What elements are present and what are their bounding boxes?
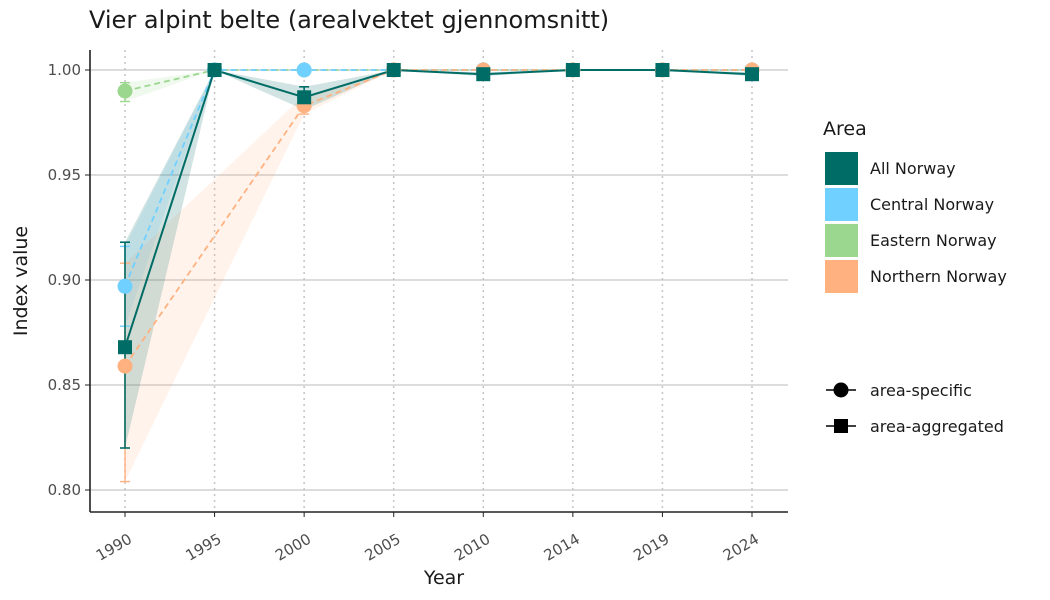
data-points (117, 62, 760, 374)
data-point-square-all-norway (655, 63, 670, 77)
data-point-square-all-norway (118, 340, 132, 355)
x-axis-title: Year (423, 567, 464, 589)
y-tick-label: 0.95 (48, 166, 81, 184)
confidence-bands (125, 70, 752, 482)
y-tick-label: 0.80 (48, 481, 81, 499)
data-point-square-all-norway (386, 63, 401, 77)
legend-label: All Norway (870, 159, 956, 178)
y-tick-label: 1.00 (48, 61, 81, 79)
y-axis-title: Index value (10, 226, 32, 336)
x-tick-label: 1990 (93, 530, 135, 565)
x-tick-label: 1995 (183, 530, 225, 565)
series-line-all-norway (124, 68, 753, 348)
x-tick-label: 2019 (630, 530, 672, 565)
x-tick-label: 2014 (541, 530, 583, 565)
data-point-square-all-norway (297, 90, 312, 105)
data-point-circle-central-norway (117, 278, 133, 294)
shape-legend-circle (833, 382, 849, 398)
axes: 0.80 0.85 0.90 0.95 1.00 1990 1995 2000 2005 2010… (10, 50, 788, 589)
x-tick-label: 2000 (272, 530, 314, 565)
shape-legend-label: area-specific (870, 381, 972, 400)
legend-title: Area (823, 118, 867, 140)
legend-label: Eastern Norway (870, 231, 997, 250)
x-tick-label: 2010 (451, 530, 493, 565)
y-tick-label: 0.90 (48, 271, 81, 289)
legend-label: Central Norway (870, 195, 994, 214)
data-point-circle-eastern-norway (117, 83, 133, 99)
shape-legend-square (834, 419, 848, 433)
data-point-square-all-norway (476, 67, 491, 82)
data-point-square-all-norway (745, 67, 759, 82)
x-tick-label: 2005 (362, 530, 404, 565)
legend-label: Northern Norway (870, 267, 1007, 286)
y-tick-label: 0.85 (48, 376, 81, 394)
legend-swatch (825, 152, 858, 185)
data-point-circle-central-norway (296, 62, 312, 78)
data-point-square-all-norway (207, 63, 222, 77)
data-point-circle-northern-norway (117, 358, 133, 374)
grid (90, 50, 788, 512)
x-tick-label: 2024 (720, 530, 762, 565)
data-point-square-all-norway (565, 63, 580, 77)
confidence-band-northern-norway (125, 70, 752, 482)
legend-swatch (825, 224, 858, 257)
legend-swatch (825, 188, 858, 221)
legend-swatch (825, 260, 858, 293)
chart-title: Vier alpint belte (arealvektet gjennomsn… (89, 6, 610, 34)
shape-legend-label: area-aggregated (870, 417, 1004, 436)
